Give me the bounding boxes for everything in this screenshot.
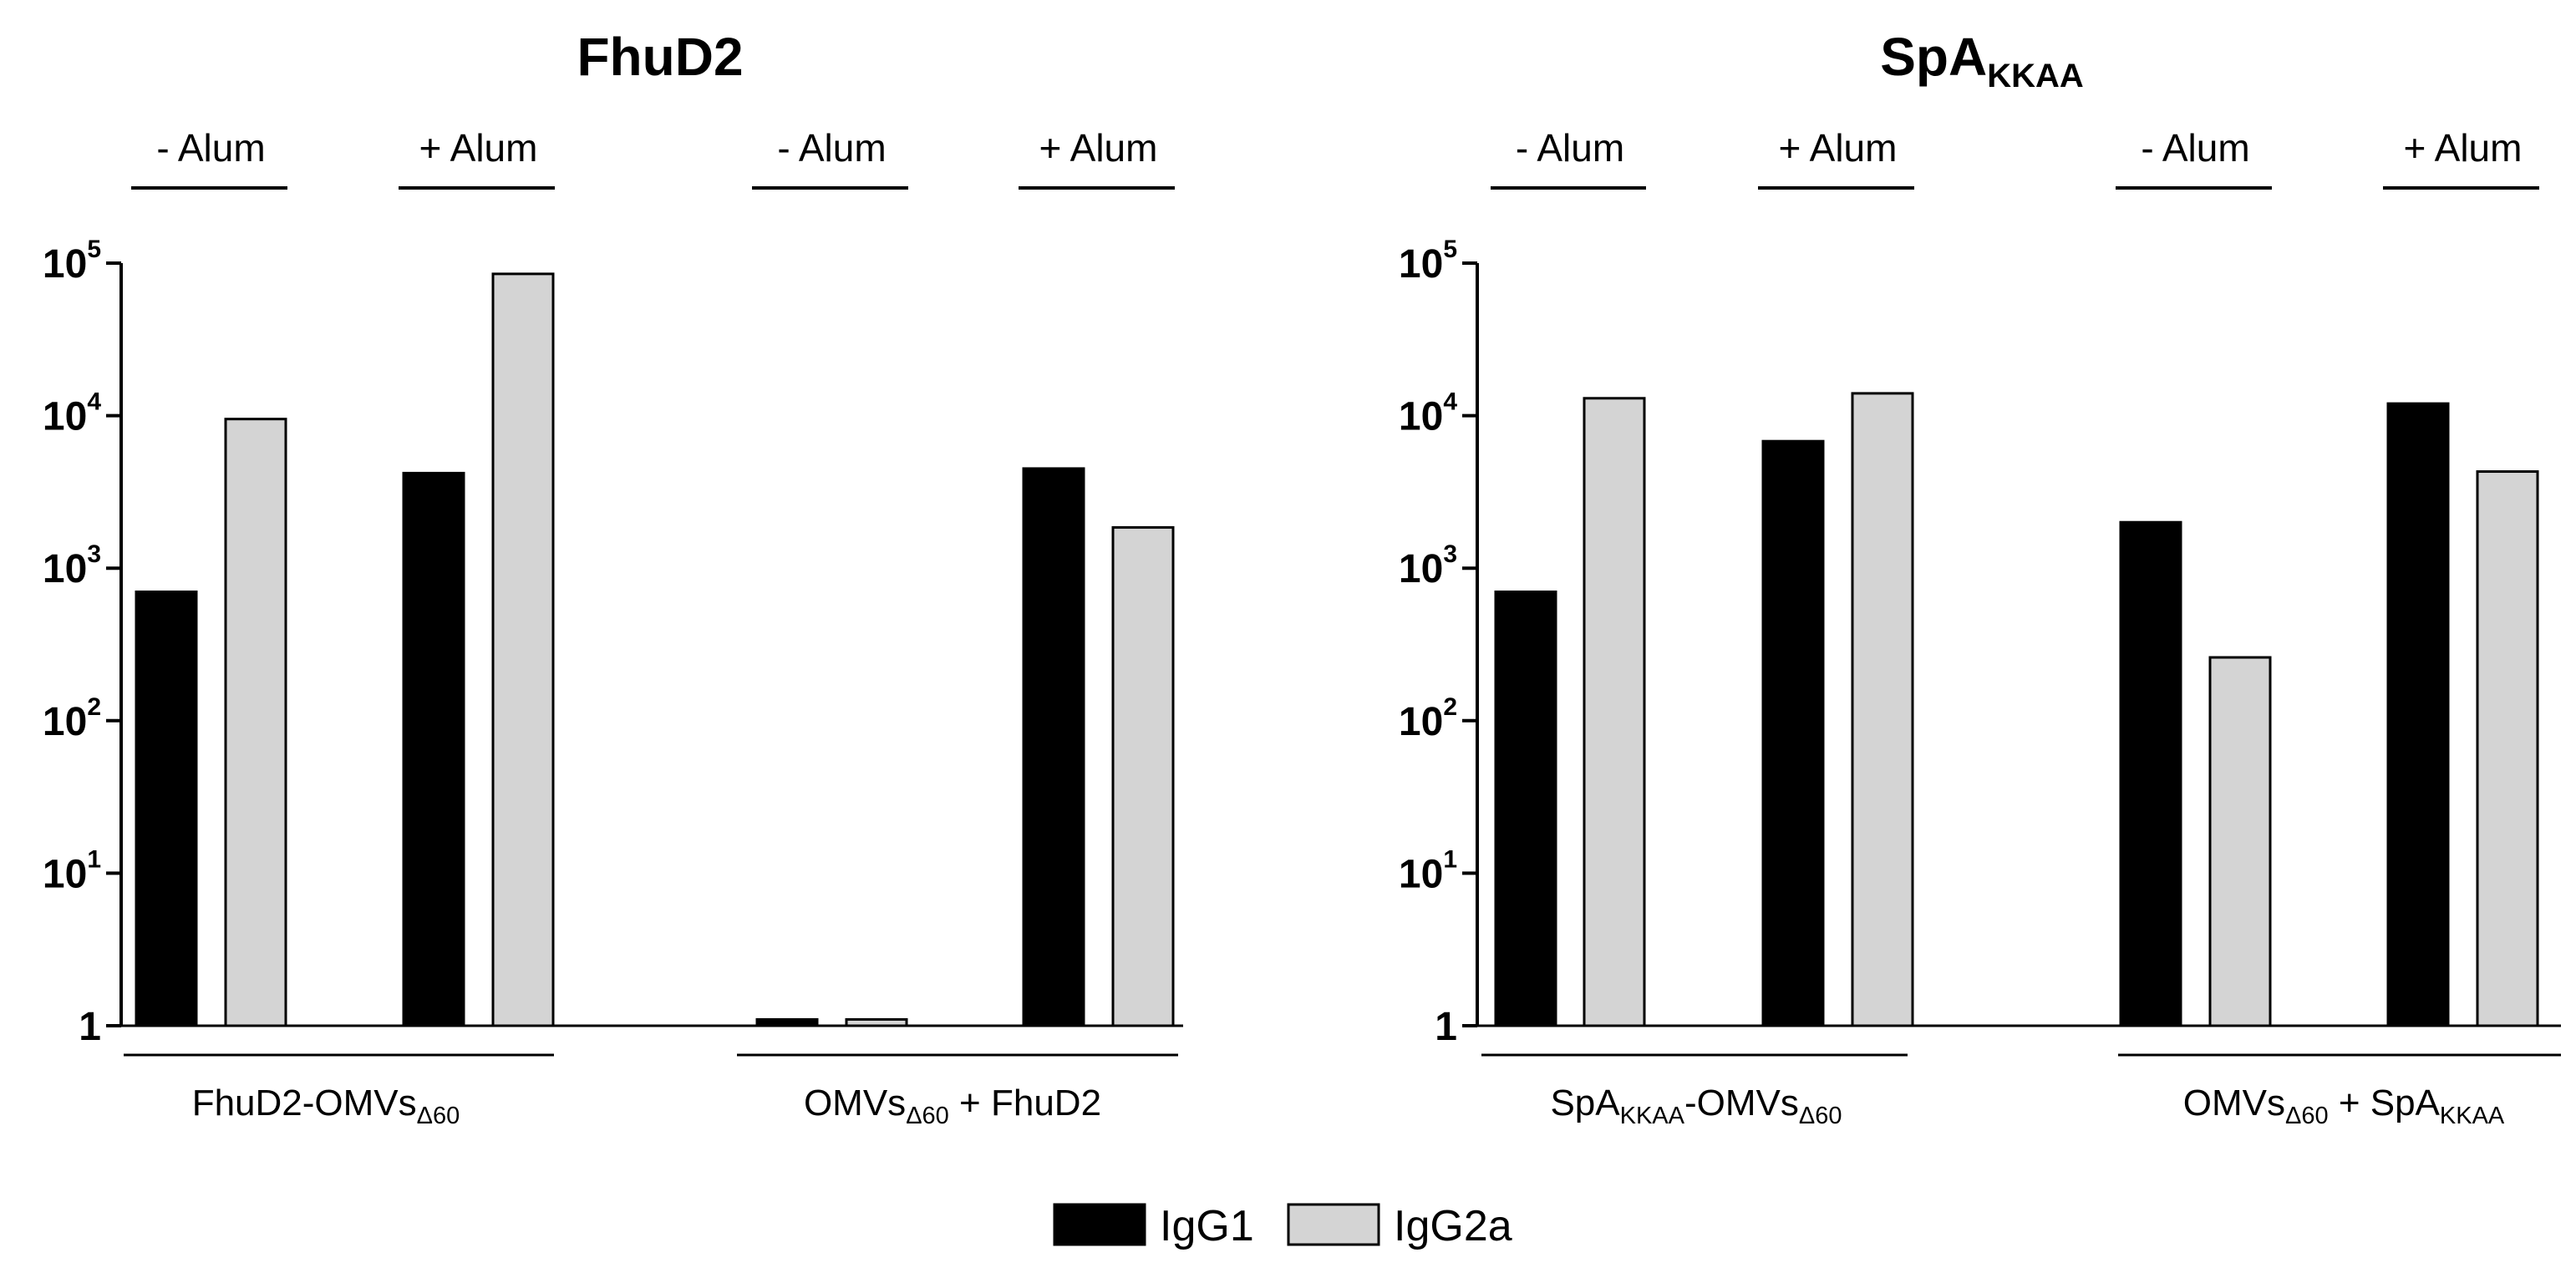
bar-igg2a	[1111, 525, 1175, 1027]
bar-igg2a	[491, 272, 555, 1027]
legend-swatch-igg2a	[1287, 1203, 1380, 1246]
y-tick-label: 1	[79, 1005, 101, 1049]
bar-igg1	[1761, 439, 1825, 1027]
y-tick-label: 105	[43, 236, 101, 287]
y-tick-label: 103	[43, 540, 101, 591]
y-tick-label: 104	[1399, 388, 1457, 439]
chart-panel-fhud2: FhuD2 1 101 102 103 104 105 - Alum + Alum - Alum +…	[43, 27, 1183, 1129]
chart-title: SpAKKAA	[1880, 27, 2084, 94]
bar-igg2a	[2476, 470, 2539, 1027]
alum-label: - Alum	[156, 126, 265, 170]
alum-label: + Alum	[1779, 126, 1898, 170]
group-label: SpAKKAA-OMVsΔ60	[1550, 1083, 1842, 1129]
chart-panel-spa-kkaa: SpAKKAA 1 101 102 103 104 105 - Alum + Alum - Alu…	[1399, 27, 2561, 1129]
y-tick-label: 101	[43, 845, 101, 896]
bar-igg1	[2386, 402, 2450, 1027]
bar-igg1	[2119, 520, 2182, 1027]
alum-label: + Alum	[419, 126, 538, 170]
alum-label: - Alum	[2141, 126, 2249, 170]
y-tick-label: 104	[43, 388, 101, 439]
alum-label: - Alum	[777, 126, 886, 170]
group-label: FhuD2-OMVsΔ60	[192, 1083, 460, 1129]
alum-label: - Alum	[1516, 126, 1624, 170]
bar-igg1	[135, 590, 198, 1027]
bar-igg2a	[1583, 397, 1646, 1027]
legend: IgG1 IgG2a	[1053, 1202, 1512, 1250]
bar-igg1	[1494, 590, 1557, 1027]
alum-label: + Alum	[1039, 126, 1158, 170]
alum-label: + Alum	[2404, 126, 2523, 170]
bar-igg2a	[1851, 392, 1914, 1027]
y-tick-label: 102	[43, 693, 101, 744]
bar-igg1	[402, 471, 465, 1027]
group-label: OMVsΔ60 + SpAKKAA	[2183, 1083, 2505, 1129]
legend-label-igg1: IgG1	[1160, 1202, 1254, 1250]
y-tick-label: 101	[1399, 845, 1457, 896]
bar-igg2a	[2208, 656, 2272, 1027]
bar-igg2a	[224, 418, 287, 1027]
y-tick-label: 102	[1399, 693, 1457, 744]
y-tick-label: 1	[1435, 1005, 1457, 1049]
legend-swatch-igg1	[1053, 1203, 1146, 1246]
group-label: OMVsΔ60 + FhuD2	[804, 1083, 1101, 1129]
y-tick-label: 105	[1399, 236, 1457, 287]
y-tick-label: 103	[1399, 540, 1457, 591]
bar-igg2a	[845, 1017, 908, 1027]
chart-title: FhuD2	[577, 27, 743, 87]
legend-label-igg2a: IgG2a	[1394, 1202, 1512, 1250]
bar-igg1	[1022, 467, 1085, 1027]
bar-igg1	[755, 1017, 819, 1027]
